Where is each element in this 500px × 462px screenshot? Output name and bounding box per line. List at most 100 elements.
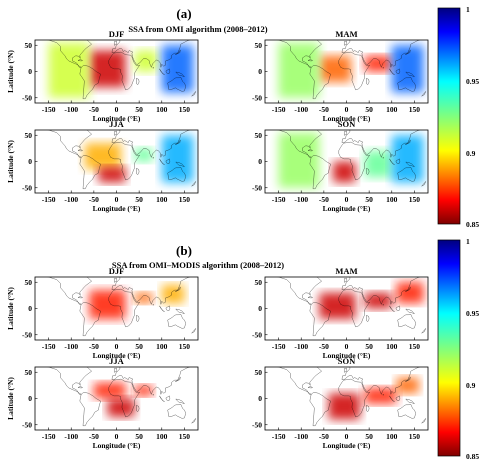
x-axis-label: Longitude (°E): [93, 114, 141, 123]
x-tick-label: 0: [345, 342, 349, 351]
x-tick-label: -50: [89, 342, 99, 351]
x-tick-label: 50: [135, 195, 143, 204]
ssa-region-2: [396, 282, 424, 304]
x-axis-label: Longitude (°E): [93, 204, 141, 213]
x-tick-label: 100: [156, 342, 168, 351]
y-tick-label: 0: [258, 304, 262, 313]
ssa-region-3: [161, 45, 194, 93]
x-tick-label: -50: [319, 432, 329, 441]
x-tick-label: -150: [42, 195, 56, 204]
ssa-region-2: [364, 55, 392, 72]
colorbar-a: 1 0.95 0.9 0.85: [437, 5, 479, 229]
x-axis-label: Longitude (°E): [93, 441, 141, 450]
x-tick-label: 150: [409, 105, 421, 114]
y-tick-label: 50: [255, 368, 263, 377]
ssa-region-0: [328, 393, 361, 420]
x-tick-label: 100: [156, 432, 168, 441]
x-tick-label: 50: [365, 195, 373, 204]
y-axis-label: Latitude (°N): [6, 50, 15, 93]
ssa-region-1: [134, 292, 153, 304]
x-tick-label: -150: [272, 432, 286, 441]
x-tick-label: -150: [42, 432, 56, 441]
ssa-region-1: [278, 42, 320, 98]
ssa-region-0: [89, 290, 126, 319]
y-tick-label: 50: [255, 131, 263, 140]
ssa-region-2: [134, 385, 153, 396]
x-tick-label: 150: [179, 342, 191, 351]
map-plot-p1m1: [265, 277, 428, 340]
map-plot-p1m0: [35, 277, 198, 340]
x-tick-label: -100: [294, 105, 308, 114]
panel-a-label: (a): [176, 6, 191, 21]
ssa-region-2: [396, 377, 419, 394]
x-tick-label: 0: [115, 195, 119, 204]
map-plot-p1m2: [35, 367, 198, 430]
ssa-region-0: [89, 50, 126, 88]
x-tick-label: 50: [365, 342, 373, 351]
x-tick-label: 150: [409, 432, 421, 441]
x-tick-label: -150: [272, 105, 286, 114]
x-tick-label: -150: [42, 342, 56, 351]
colorbar-b: 1 0.95 0.9 0.85: [437, 237, 479, 461]
x-tick-label: -150: [42, 105, 56, 114]
ssa-region-0: [319, 292, 356, 319]
x-tick-label: -100: [64, 342, 78, 351]
x-tick-label: -50: [89, 432, 99, 441]
y-tick-label: 50: [25, 131, 33, 140]
ssa-region-1: [107, 398, 135, 417]
x-tick-label: 100: [386, 432, 398, 441]
x-tick-label: -50: [89, 195, 99, 204]
x-tick-label: 50: [365, 105, 373, 114]
x-tick-label: -100: [64, 195, 78, 204]
season-label: SON: [338, 356, 356, 366]
map-plot-p1m3: [265, 367, 428, 430]
x-tick-label: 50: [135, 432, 143, 441]
y-tick-label: -50: [22, 183, 32, 192]
season-label: SON: [338, 119, 356, 129]
y-axis-label: Latitude (°N): [6, 140, 15, 183]
ssa-region-0: [84, 143, 122, 170]
x-tick-label: 150: [409, 195, 421, 204]
colorbar-a-tick-1: 1: [466, 5, 470, 14]
x-tick-label: 0: [115, 342, 119, 351]
x-tick-label: 150: [179, 432, 191, 441]
colorbar-b-tick-1: 1: [466, 237, 470, 246]
x-tick-label: 0: [115, 432, 119, 441]
y-tick-label: -50: [22, 420, 32, 429]
colorbar-b-tick-085: 0.85: [466, 452, 479, 461]
season-label: MAM: [335, 29, 357, 39]
y-tick-label: 50: [25, 368, 33, 377]
ssa-region-1: [48, 42, 90, 98]
y-tick-label: 0: [28, 304, 32, 313]
x-tick-label: -100: [294, 342, 308, 351]
season-label: JJA: [109, 119, 125, 129]
y-tick-label: -50: [252, 93, 262, 102]
x-tick-label: 0: [345, 105, 349, 114]
y-tick-label: 0: [28, 394, 32, 403]
x-tick-label: -100: [294, 195, 308, 204]
ssa-region-3: [161, 135, 194, 183]
ssa-region-2: [161, 284, 185, 304]
x-tick-label: -50: [319, 105, 329, 114]
season-label: MAM: [335, 266, 357, 276]
ssa-region-3: [391, 135, 424, 183]
x-tick-label: 100: [156, 105, 168, 114]
y-tick-label: 0: [28, 67, 32, 76]
panel-b-title: SSA from OMI–MODIS algorithm (2008–2012): [112, 260, 284, 270]
colorbar-a-gradient: [437, 7, 461, 225]
colorbar-a-tick-085: 0.85: [466, 220, 479, 229]
y-tick-label: -50: [252, 330, 262, 339]
colorbar-b-gradient: [437, 239, 461, 457]
map-plot-p0m0: [35, 40, 198, 103]
ssa-region-1: [364, 292, 392, 309]
colorbar-b-tick-09: 0.9: [466, 381, 476, 390]
y-tick-label: 50: [255, 41, 263, 50]
